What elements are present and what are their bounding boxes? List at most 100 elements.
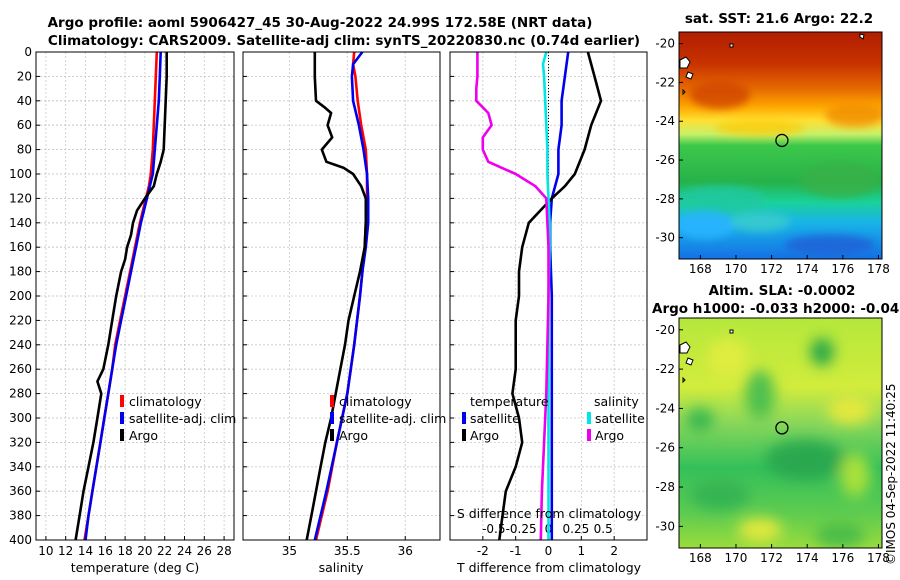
map-x-tick-label: 168: [689, 551, 712, 565]
figure-title-line1: Argo profile: aoml 5906427_45 30-Aug-202…: [48, 15, 593, 31]
map-y-tick-label: -30: [655, 519, 675, 533]
map-y-tick-label: -28: [655, 480, 675, 494]
series-line-salinity-argo: [474, 52, 550, 541]
y-tick-label: 160: [9, 240, 32, 254]
salinity-diff-tick-label: -0.25: [506, 522, 537, 536]
map-y-tick-label: -24: [655, 114, 675, 128]
x-tick-label: 1: [578, 544, 586, 558]
salinity-xlabel: salinity: [319, 560, 364, 575]
temperature-legend: climatology satellite-adj. clim Argo: [120, 394, 236, 443]
y-tick-label: 0: [24, 45, 32, 59]
map-x-tick-label: 178: [867, 262, 890, 276]
y-tick-label: 200: [9, 289, 32, 303]
sst-map-axes: 168 170 172 174 176 178 -20 -22 -24 -26 -28 -30: [655, 37, 890, 276]
legend-title-temperature: temperature: [470, 394, 549, 409]
x-tick-label: 28: [216, 544, 231, 558]
y-tick-label: 360: [9, 484, 32, 498]
sla-map-axes: 168 170 172 174 176 178 -20 -22 -24 -26 -28 -30: [655, 323, 890, 565]
legend-label-temperature-satellite: satellite: [470, 411, 520, 426]
salinity-panel: 35 35.5 36: [242, 51, 441, 558]
legend-label-salinity-argo: Argo: [595, 428, 624, 443]
map-y-tick-label: -26: [655, 441, 675, 455]
y-tick-label: 100: [9, 167, 32, 181]
legend-swatch-temperature-argo: [462, 429, 466, 441]
map-y-tick-label: -20: [655, 37, 675, 51]
series-line-argo: [305, 52, 368, 541]
y-tick-label: 80: [17, 143, 32, 157]
map-y-tick-label: -28: [655, 192, 675, 206]
y-tick-label: 380: [9, 509, 32, 523]
y-tick-label: 220: [9, 313, 32, 327]
legend-swatch-temperature-satellite: [462, 412, 466, 424]
y-tick-label: 180: [9, 265, 32, 279]
imos-timestamp: ©IMOS 04-Sep-2022 11:40:25: [884, 383, 898, 565]
map-y-tick-label: -20: [655, 323, 675, 337]
x-tick-label: 12: [58, 544, 73, 558]
map-x-tick-label: 170: [725, 262, 748, 276]
plot-frame: [35, 51, 235, 541]
x-tick-label: 18: [117, 544, 132, 558]
x-tick-label: 35: [282, 544, 297, 558]
sst-map-title: sat. SST: 21.6 Argo: 22.2: [685, 11, 873, 27]
series-line-argo: [74, 52, 168, 541]
series-line-satellite-adj-clim: [313, 51, 370, 541]
map-x-tick-label: 170: [725, 551, 748, 565]
x-tick-label: -1: [510, 544, 522, 558]
temperature-xlabel: temperature (deg C): [71, 560, 200, 575]
x-tick-label: 20: [137, 544, 152, 558]
map-x-tick-label: 172: [760, 551, 783, 565]
sst-texture: [679, 81, 882, 255]
x-tick-label: 36: [398, 544, 413, 558]
figure-title-line2: Climatology: CARS2009. Satellite-adj cli…: [48, 33, 640, 49]
x-tick-label: -2: [477, 544, 489, 558]
y-tick-label: 40: [17, 94, 32, 108]
difference-top-axis-label: S difference from climatology: [457, 506, 642, 521]
legend-swatch-salinity-argo: [587, 429, 591, 441]
sla-map-subtitle: Argo h1000: -0.033 h2000: -0.046: [652, 301, 900, 317]
salinity-diff-tick-label: 0.25: [563, 522, 590, 536]
sla-map-frame: [678, 317, 883, 549]
map-x-tick-label: 176: [831, 262, 854, 276]
legend-swatch-climatology: [120, 395, 124, 407]
x-tick-label: 14: [78, 544, 93, 558]
plot-frame: [449, 51, 648, 541]
sst-coastline: [679, 33, 865, 96]
y-tick-label: 140: [9, 216, 32, 230]
y-tick-label: 340: [9, 460, 32, 474]
sla-map-title: Altim. SLA: -0.0002: [709, 283, 856, 299]
map-y-tick-label: -26: [655, 153, 675, 167]
legend-label-argo: Argo: [129, 428, 158, 443]
map-x-tick-label: 172: [760, 262, 783, 276]
series-line-salinity-satellite: [541, 51, 551, 540]
legend-label-argo: Argo: [339, 428, 368, 443]
y-tick-label: 320: [9, 435, 32, 449]
legend-swatch-satellite-adj: [120, 412, 124, 424]
map-y-tick-label: -22: [655, 75, 675, 89]
difference-xlabel: T difference from climatology: [456, 560, 642, 575]
legend-label-temperature-argo: Argo: [470, 428, 499, 443]
y-tick-label: 120: [9, 191, 32, 205]
plot-frame: [242, 51, 441, 541]
x-tick-label: 22: [157, 544, 172, 558]
legend-label-satellite-adj: satellite-adj. clim: [339, 411, 446, 426]
sst-map-frame: [678, 31, 883, 260]
y-tick-label: 300: [9, 411, 32, 425]
argo-location-marker: [775, 421, 789, 435]
sla-coastline: [679, 329, 734, 384]
legend-swatch-argo: [120, 429, 124, 441]
series-line-temperature-argo: [498, 51, 603, 541]
x-tick-label: 24: [177, 544, 192, 558]
y-tick-label: 400: [9, 533, 32, 547]
series-line-satellite-adj-clim: [84, 51, 162, 541]
salinity-diff-tick-label: 0.5: [594, 522, 613, 536]
argo-location-marker: [775, 133, 789, 148]
x-tick-label: 26: [197, 544, 212, 558]
legend-label-satellite-adj: satellite-adj. clim: [129, 411, 236, 426]
sst-map: sat. SST: 21.6 Argo: 22.2 168 170 172 174 17…: [655, 11, 890, 276]
y-tick-label: 20: [17, 69, 32, 83]
difference-panel: -2 -1 0 1 2-0.5 -0.25 0 0.25 0.5: [449, 51, 648, 558]
map-x-tick-label: 176: [831, 551, 854, 565]
x-tick-label: 16: [98, 544, 113, 558]
series-line-temperature-satellite: [548, 51, 570, 540]
